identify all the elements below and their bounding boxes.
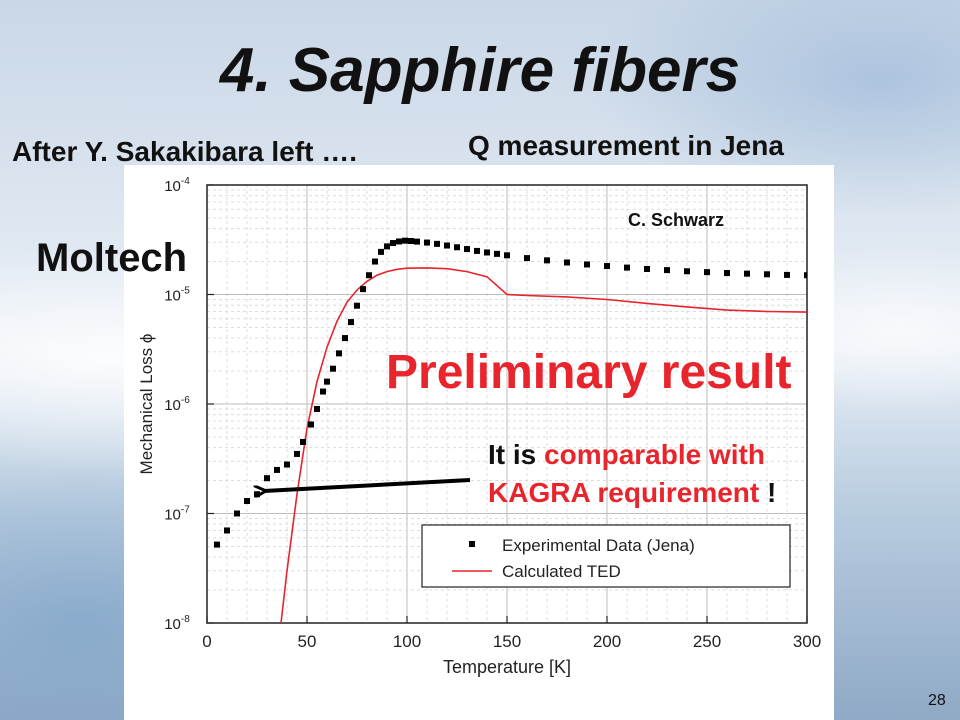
data-point-experimental (784, 271, 790, 278)
callout-exclaim: ! (767, 477, 777, 508)
x-ticks: 0 50 100 150 200 250 300 (202, 616, 821, 651)
data-point-experimental (224, 527, 230, 534)
mechanical-loss-chart: 0 50 100 150 200 250 300 10-810-710-610-510-4 … (137, 176, 821, 677)
data-point-experimental (390, 240, 396, 247)
data-point-experimental (704, 269, 710, 276)
data-point-experimental (494, 250, 500, 257)
data-point-experimental (402, 237, 408, 244)
data-point-experimental (664, 267, 670, 274)
data-point-experimental (214, 541, 220, 548)
y-ticks: 10-8 10-7 10-6 10-5 10-4 (164, 176, 214, 633)
x-tick-label: 300 (793, 632, 821, 651)
page-number: 28 (928, 692, 946, 709)
data-point-experimental (744, 270, 750, 277)
preliminary-result-label: Preliminary result (386, 346, 792, 399)
data-point-experimental (504, 252, 510, 259)
data-point-experimental (324, 378, 330, 385)
y-axis-label: Mechanical Loss ϕ (137, 334, 156, 475)
data-point-experimental (336, 350, 342, 357)
data-point-experimental (434, 240, 440, 247)
data-point-experimental (764, 271, 770, 278)
y-tick-label: 10-4 (164, 176, 190, 195)
data-point-experimental (372, 258, 378, 265)
data-point-experimental (342, 335, 348, 342)
series-line-calculated-ted (280, 267, 807, 623)
data-point-experimental (360, 286, 366, 293)
callout-line-2: KAGRA requirement ! (488, 474, 776, 512)
callout-comparable: comparable with (544, 439, 765, 470)
data-point-experimental (684, 268, 690, 275)
data-point-experimental (804, 272, 807, 279)
x-tick-label: 150 (493, 632, 521, 651)
after-note: After Y. Sakakibara left …. (12, 136, 357, 167)
data-point-experimental (300, 438, 306, 445)
data-point-experimental (284, 461, 290, 468)
y-tick-label: 10-8 (164, 614, 190, 633)
slide-title: 4. Sapphire fibers (219, 36, 741, 105)
data-point-experimental (464, 246, 470, 253)
callout-kagra: KAGRA requirement (488, 477, 760, 508)
data-point-experimental (254, 491, 260, 498)
data-point-experimental (414, 238, 420, 245)
data-point-experimental (454, 244, 460, 251)
data-point-experimental (584, 261, 590, 268)
legend-label-experimental: Experimental Data (Jena) (502, 536, 695, 555)
data-point-experimental (308, 421, 314, 428)
data-point-experimental (544, 257, 550, 264)
data-point-experimental (484, 249, 490, 256)
data-point-experimental (244, 498, 250, 505)
data-point-experimental (444, 242, 450, 249)
x-tick-label: 0 (202, 632, 211, 651)
data-point-experimental (604, 263, 610, 270)
legend-box (421, 524, 791, 588)
data-point-experimental (274, 466, 280, 473)
data-point-experimental (294, 450, 300, 457)
y-tick-label: 10-6 (164, 395, 190, 414)
data-point-experimental (384, 243, 390, 250)
series-experimental-data (214, 237, 807, 548)
legend: Experimental Data (Jena) Calculated TED (421, 524, 791, 588)
x-tick-label: 250 (693, 632, 721, 651)
x-tick-label: 200 (593, 632, 621, 651)
callout-line-1: It is comparable with (488, 436, 776, 474)
data-point-experimental (348, 319, 354, 326)
y-tick-label: 10-7 (164, 505, 190, 524)
data-point-experimental (644, 265, 650, 272)
x-tick-label: 50 (298, 632, 317, 651)
q-measurement-note: Q measurement in Jena (468, 130, 784, 161)
callout-it-is: It is (488, 439, 537, 470)
data-point-experimental (424, 239, 430, 246)
callout-arrow (264, 478, 471, 491)
data-point-experimental (264, 475, 270, 482)
data-point-experimental (366, 272, 372, 279)
data-point-experimental (564, 259, 570, 266)
data-point-experimental (408, 238, 414, 245)
data-point-experimental (354, 302, 360, 309)
chart-panel (124, 165, 834, 720)
data-point-experimental (396, 238, 402, 245)
data-point-experimental (724, 270, 730, 277)
data-point-experimental (234, 510, 240, 517)
x-tick-label: 100 (393, 632, 421, 651)
x-axis-label: Temperature [K] (443, 657, 571, 677)
callout-text: It is comparable with KAGRA requirement … (488, 436, 776, 512)
legend-marker-experimental (469, 541, 475, 547)
data-point-experimental (314, 406, 320, 413)
data-point-experimental (378, 248, 384, 255)
data-point-experimental (474, 247, 480, 254)
data-point-experimental (524, 255, 530, 262)
y-tick-label: 10-5 (164, 286, 190, 305)
data-point-experimental (624, 264, 630, 271)
data-point-experimental (320, 388, 326, 395)
moltech-label: Moltech (36, 236, 188, 280)
data-point-experimental (330, 365, 336, 372)
credit-label: C. Schwarz (628, 210, 725, 230)
legend-label-ted: Calculated TED (502, 562, 621, 581)
